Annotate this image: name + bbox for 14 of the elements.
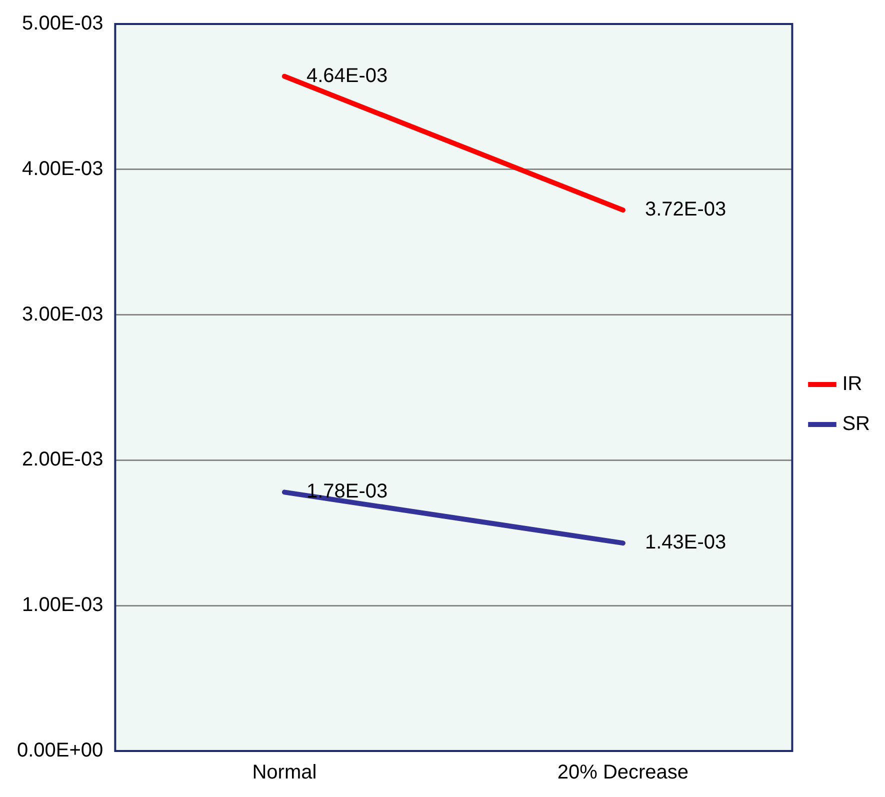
data-label: 4.64E-03 [306, 64, 388, 87]
y-tick-label: 5.00E-03 [22, 12, 104, 35]
y-tick-label: 4.00E-03 [22, 158, 104, 180]
legend-label: SR [842, 413, 870, 436]
x-tick-label: Normal [252, 762, 317, 784]
data-label: 3.72E-03 [644, 198, 726, 221]
data-label: 1.43E-03 [644, 532, 726, 554]
legend-label: IR [842, 373, 862, 396]
y-tick-label: 3.00E-03 [22, 303, 104, 326]
x-tick-label: 20% Decrease [557, 762, 689, 784]
y-tick-label: 1.00E-03 [22, 594, 104, 616]
y-tick-label: 2.00E-03 [22, 448, 104, 471]
data-label: 1.78E-03 [306, 480, 388, 503]
y-tick-label: 0.00E+00 [16, 740, 104, 762]
